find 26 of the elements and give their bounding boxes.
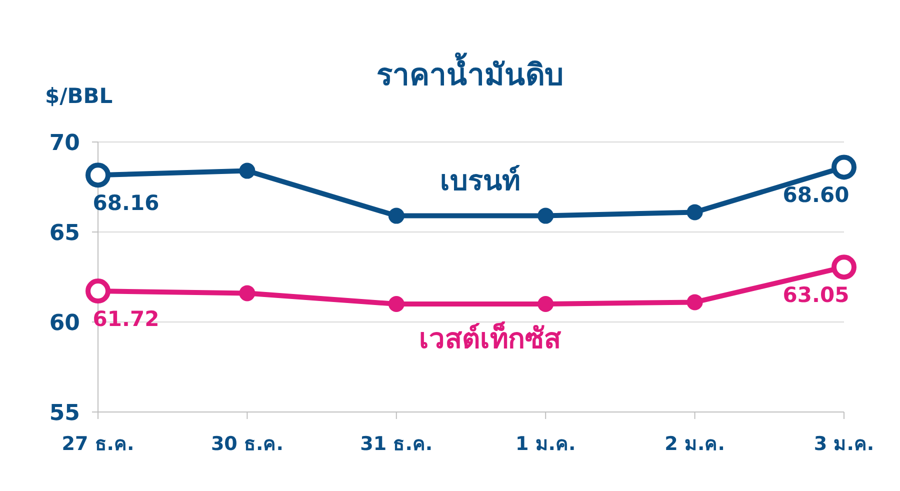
data-label: 61.72 (92, 307, 160, 332)
x-tick-label: 3 ม.ค. (814, 433, 874, 455)
y-tick-label: 70 (49, 131, 80, 156)
point (239, 285, 256, 302)
series-label: เบรนท์ (440, 164, 520, 197)
y-tick-label: 60 (49, 311, 80, 336)
point (538, 296, 554, 312)
data-label: 68.16 (92, 191, 160, 216)
point (388, 296, 404, 312)
x-tick-label: 31 ธ.ค. (360, 433, 433, 455)
x-tick-label: 1 ม.ค. (515, 433, 576, 455)
data-label: 68.60 (782, 183, 850, 208)
point (538, 208, 554, 224)
point (239, 162, 256, 179)
series-label: เวสต์เท็กซัส (419, 321, 562, 355)
x-tick-label: 27 ธ.ค. (62, 433, 134, 455)
point (388, 208, 404, 224)
y-tick-label: 55 (49, 401, 80, 426)
chart-title: ราคาน้ำมันดิบ (376, 52, 564, 93)
point (686, 294, 703, 310)
y-tick-label: 65 (49, 221, 80, 246)
x-tick-label: 2 ม.ค. (664, 433, 725, 455)
y-axis-title: $/BBL (45, 84, 113, 108)
point (686, 204, 703, 220)
data-label: 63.05 (782, 283, 850, 308)
x-tick-label: 30 ธ.ค. (210, 433, 284, 455)
